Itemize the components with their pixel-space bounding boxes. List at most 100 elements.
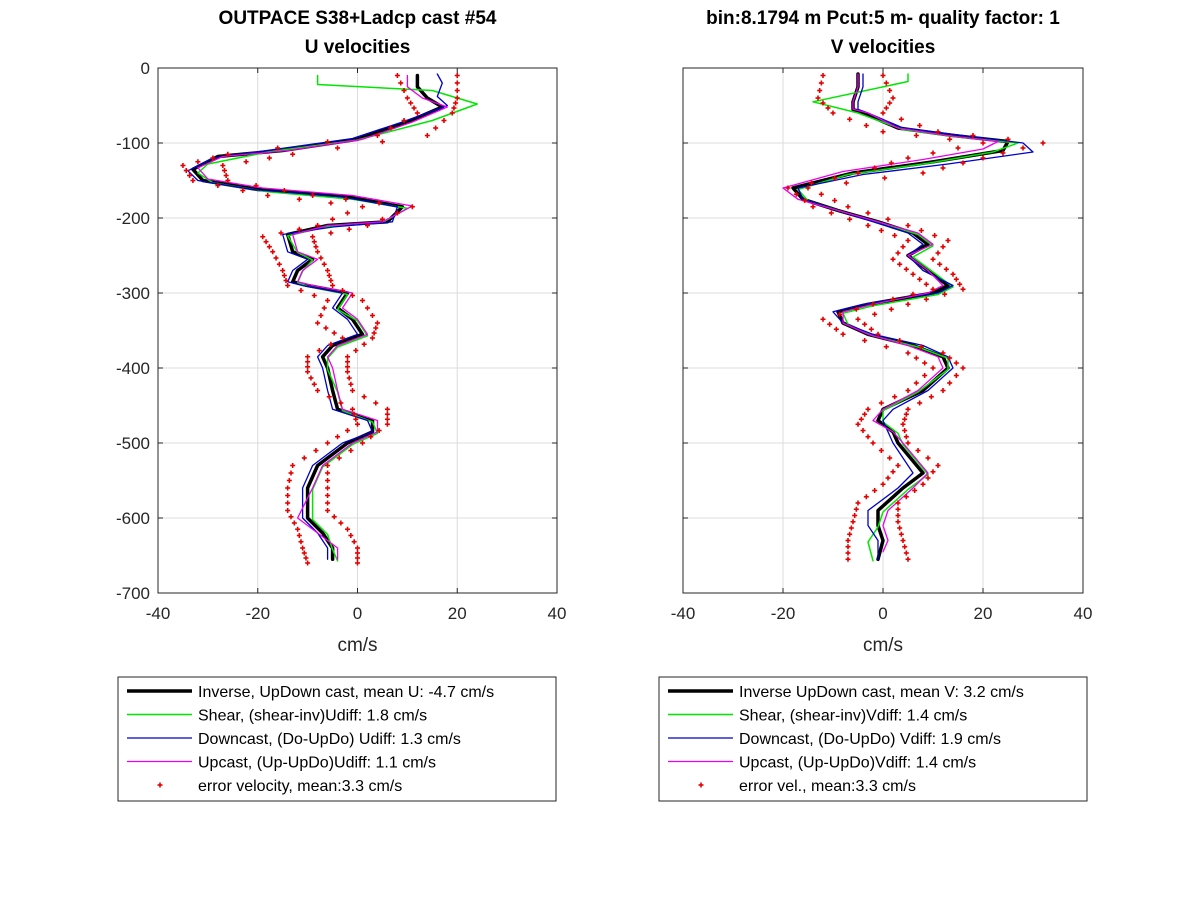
error-marker <box>820 100 826 106</box>
x-axis-label: cm/s <box>337 635 377 656</box>
error-marker <box>315 388 321 393</box>
error-marker <box>905 155 911 161</box>
error-marker <box>388 125 394 131</box>
error-marker <box>853 306 859 312</box>
error-marker <box>338 400 344 406</box>
error-marker <box>862 338 868 343</box>
error-marker <box>371 330 377 336</box>
error-marker <box>905 388 911 393</box>
error-marker <box>384 411 390 417</box>
error-marker <box>311 293 317 298</box>
error-marker <box>1020 145 1026 151</box>
legend-label: Upcast, (Up-UpDo)Udiff: 1.1 cm/s <box>198 755 436 772</box>
error-marker <box>285 508 291 513</box>
chart-title: OUTPACE S38+Ladcp cast #54 <box>219 8 497 29</box>
error-marker <box>940 244 946 250</box>
error-marker <box>359 440 365 446</box>
error-marker <box>296 226 302 232</box>
error-marker <box>220 163 226 168</box>
error-marker <box>409 204 415 210</box>
error-marker <box>865 223 871 228</box>
error-marker <box>853 506 859 512</box>
error-marker <box>845 550 851 556</box>
error-marker <box>855 421 861 427</box>
error-marker <box>325 440 331 446</box>
error-marker <box>930 150 936 156</box>
error-marker <box>947 136 953 142</box>
error-marker <box>454 73 460 78</box>
error-marker <box>353 348 359 353</box>
error-marker <box>818 80 824 86</box>
error-marker <box>310 193 316 198</box>
error-velocity-markers <box>180 73 460 566</box>
error-marker <box>190 178 196 183</box>
error-marker <box>953 360 959 366</box>
error-marker <box>296 533 302 538</box>
error-marker <box>454 88 460 93</box>
error-marker <box>346 226 352 232</box>
error-marker <box>266 244 272 250</box>
error-marker <box>353 416 359 422</box>
error-marker <box>903 411 909 417</box>
error-marker <box>870 440 876 446</box>
error-marker <box>451 105 457 111</box>
error-marker <box>895 250 901 256</box>
x-tick-label: 20 <box>974 604 993 623</box>
error-marker <box>394 73 400 78</box>
error-marker <box>286 478 292 483</box>
error-marker <box>932 233 938 238</box>
error-marker <box>180 163 186 168</box>
error-marker <box>300 545 306 551</box>
error-marker <box>887 455 893 461</box>
error-marker <box>825 105 831 111</box>
error-marker <box>928 394 934 400</box>
error-marker <box>325 493 331 498</box>
error-marker <box>301 550 307 556</box>
error-marker <box>915 448 921 453</box>
error-marker <box>340 288 346 293</box>
error-marker <box>330 283 336 288</box>
ticks: -40 -20 0 20 400-100-200-300-400-500-600-700 <box>116 59 566 623</box>
chart-panel-1: OUTPACE S38+Ladcp cast #54 U velocities -4… <box>116 8 566 802</box>
x-tick-label: 0 <box>353 604 362 623</box>
error-marker <box>288 470 294 476</box>
error-marker <box>960 365 966 371</box>
error-marker <box>832 175 838 181</box>
error-marker <box>313 448 319 453</box>
error-marker <box>260 234 266 240</box>
error-marker <box>980 155 986 161</box>
error-marker <box>325 463 331 468</box>
error-marker <box>345 354 351 360</box>
error-velocity-markers <box>785 73 1046 562</box>
error-marker <box>321 305 327 311</box>
error-marker <box>925 455 931 461</box>
error-marker <box>855 170 861 176</box>
error-marker <box>187 173 193 178</box>
error-marker <box>270 249 276 255</box>
error-marker <box>441 118 447 123</box>
error-marker <box>923 296 929 302</box>
error-marker <box>318 313 324 318</box>
y-tick-label: -700 <box>116 584 150 603</box>
error-marker <box>922 373 928 378</box>
x-tick-label: 0 <box>878 604 887 623</box>
error-marker <box>845 556 851 562</box>
error-marker <box>895 519 901 525</box>
error-marker <box>815 95 821 101</box>
error-marker <box>369 335 375 341</box>
error-marker <box>328 278 334 283</box>
legend-entry: Inverse, UpDown cast, mean U: -4.7 cm/s <box>127 684 494 701</box>
error-marker <box>355 545 360 551</box>
error-marker <box>266 155 272 161</box>
error-marker <box>298 288 304 293</box>
error-marker <box>384 421 390 427</box>
error-marker <box>863 123 869 128</box>
error-marker <box>346 375 352 381</box>
y-tick-label: -500 <box>116 434 150 453</box>
error-marker <box>923 281 929 287</box>
error-marker <box>890 256 896 262</box>
error-marker <box>290 463 296 468</box>
error-marker <box>905 350 911 356</box>
error-marker <box>903 550 909 556</box>
error-marker <box>920 481 926 487</box>
